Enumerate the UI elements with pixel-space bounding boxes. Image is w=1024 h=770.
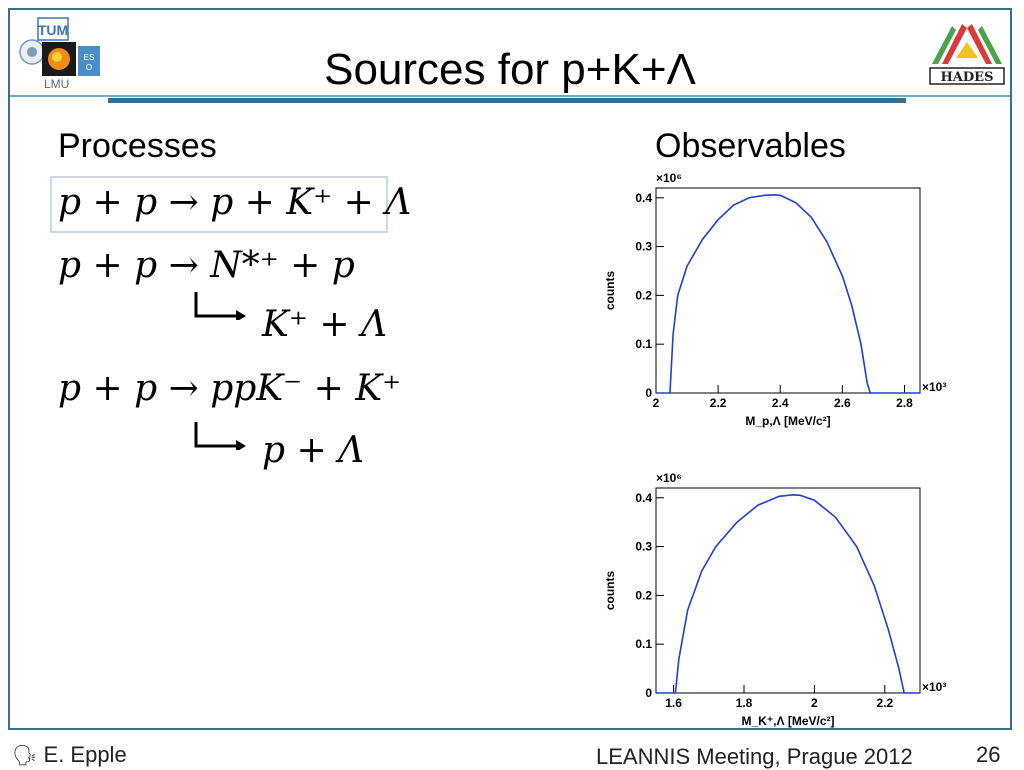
y-tick-label: 0.3 bbox=[635, 240, 652, 254]
hades-logo: HADES bbox=[929, 24, 1005, 85]
highlight-box bbox=[50, 176, 388, 233]
x-tick-label: 2 bbox=[653, 396, 660, 410]
x-axis-label: M_K⁺,Λ [MeV/c²] bbox=[741, 714, 834, 728]
title-rule-thick bbox=[108, 98, 906, 103]
y-tick-label: 0 bbox=[645, 386, 652, 400]
y-multiplier-label: ×10⁶ bbox=[656, 471, 682, 485]
x-multiplier-label: ×10³ bbox=[922, 380, 946, 394]
y-multiplier-label: ×10⁶ bbox=[656, 171, 682, 185]
y-tick-label: 0.4 bbox=[635, 191, 652, 205]
page-number: 26 bbox=[976, 742, 1001, 767]
x-tick-label: 2.4 bbox=[772, 396, 789, 410]
plot-frame bbox=[655, 187, 921, 394]
decay-arrow-icon bbox=[194, 292, 246, 320]
slide-frame bbox=[8, 8, 1012, 730]
svg-text:O: O bbox=[86, 63, 92, 72]
lmu-logo-text: LMU bbox=[44, 77, 69, 90]
y-axis-label: counts bbox=[603, 571, 617, 611]
equation-direct: p + p → p + K⁺ + Λ bbox=[58, 182, 412, 223]
x-tick-label: 2.6 bbox=[834, 396, 851, 410]
svg-text:ES: ES bbox=[84, 53, 95, 62]
x-tick-label: 2.8 bbox=[896, 396, 913, 410]
speaker-icon: 🗣 bbox=[12, 745, 38, 767]
x-tick-label: 1.6 bbox=[665, 696, 682, 710]
equation-resonance: p + p → N*⁺ + p bbox=[58, 245, 355, 286]
y-tick-label: 0.2 bbox=[635, 588, 652, 602]
equation-resonance-decay: K⁺ + Λ bbox=[262, 304, 387, 345]
tum-logo-text: TUM bbox=[38, 22, 68, 38]
hades-logo-text: HADES bbox=[941, 70, 994, 85]
y-tick-label: 0 bbox=[645, 686, 652, 700]
y-tick-label: 0.1 bbox=[635, 637, 652, 651]
slide-title: Sources for p+K+Λ bbox=[324, 45, 696, 94]
data-series-line bbox=[656, 494, 920, 694]
y-tick-label: 0.4 bbox=[635, 491, 652, 505]
x-tick-label: 2 bbox=[811, 696, 818, 710]
plot-frame bbox=[655, 487, 921, 694]
y-tick-label: 0.2 bbox=[635, 288, 652, 302]
invariant-mass-k-lambda-chart: 0 0.1 0.2 0.3 0.4 1.6 1.8 2 2.2 ×10⁶ ×10³ M_K⁺,Λ [M… bbox=[603, 471, 946, 728]
equation-kaonic: p + p → ppK⁻ + K⁺ bbox=[58, 368, 402, 409]
x-axis-label: M_p,Λ [MeV/c²] bbox=[745, 414, 830, 428]
equation-kaonic-decay: p + Λ bbox=[262, 430, 365, 471]
observables-heading: Observables bbox=[655, 127, 846, 165]
x-tick-label: 2.2 bbox=[876, 696, 893, 710]
x-tick-label: 1.8 bbox=[736, 696, 753, 710]
x-tick-label: 2.2 bbox=[710, 396, 727, 410]
y-axis-label: counts bbox=[603, 271, 617, 311]
processes-heading: Processes bbox=[58, 127, 217, 165]
invariant-mass-p-lambda-chart: 0 0.1 0.2 0.3 0.4 2 2.2 2.4 2.6 2.8 ×10⁶ ×10³ M_p,Λ … bbox=[603, 171, 946, 428]
y-tick-label: 0.1 bbox=[635, 337, 652, 351]
decay-arrow-icon bbox=[194, 422, 246, 450]
title-rule-thin bbox=[10, 95, 1010, 97]
footer-author: 🗣 E. Epple bbox=[12, 742, 127, 769]
footer-meeting: LEANNIS Meeting, Prague 2012 bbox=[596, 744, 913, 769]
university-logos: TUM ES O LMU bbox=[19, 17, 100, 90]
x-multiplier-label: ×10³ bbox=[922, 680, 946, 694]
data-series-line bbox=[656, 194, 920, 394]
y-tick-label: 0.3 bbox=[635, 540, 652, 554]
author-name: E. Epple bbox=[43, 742, 127, 767]
